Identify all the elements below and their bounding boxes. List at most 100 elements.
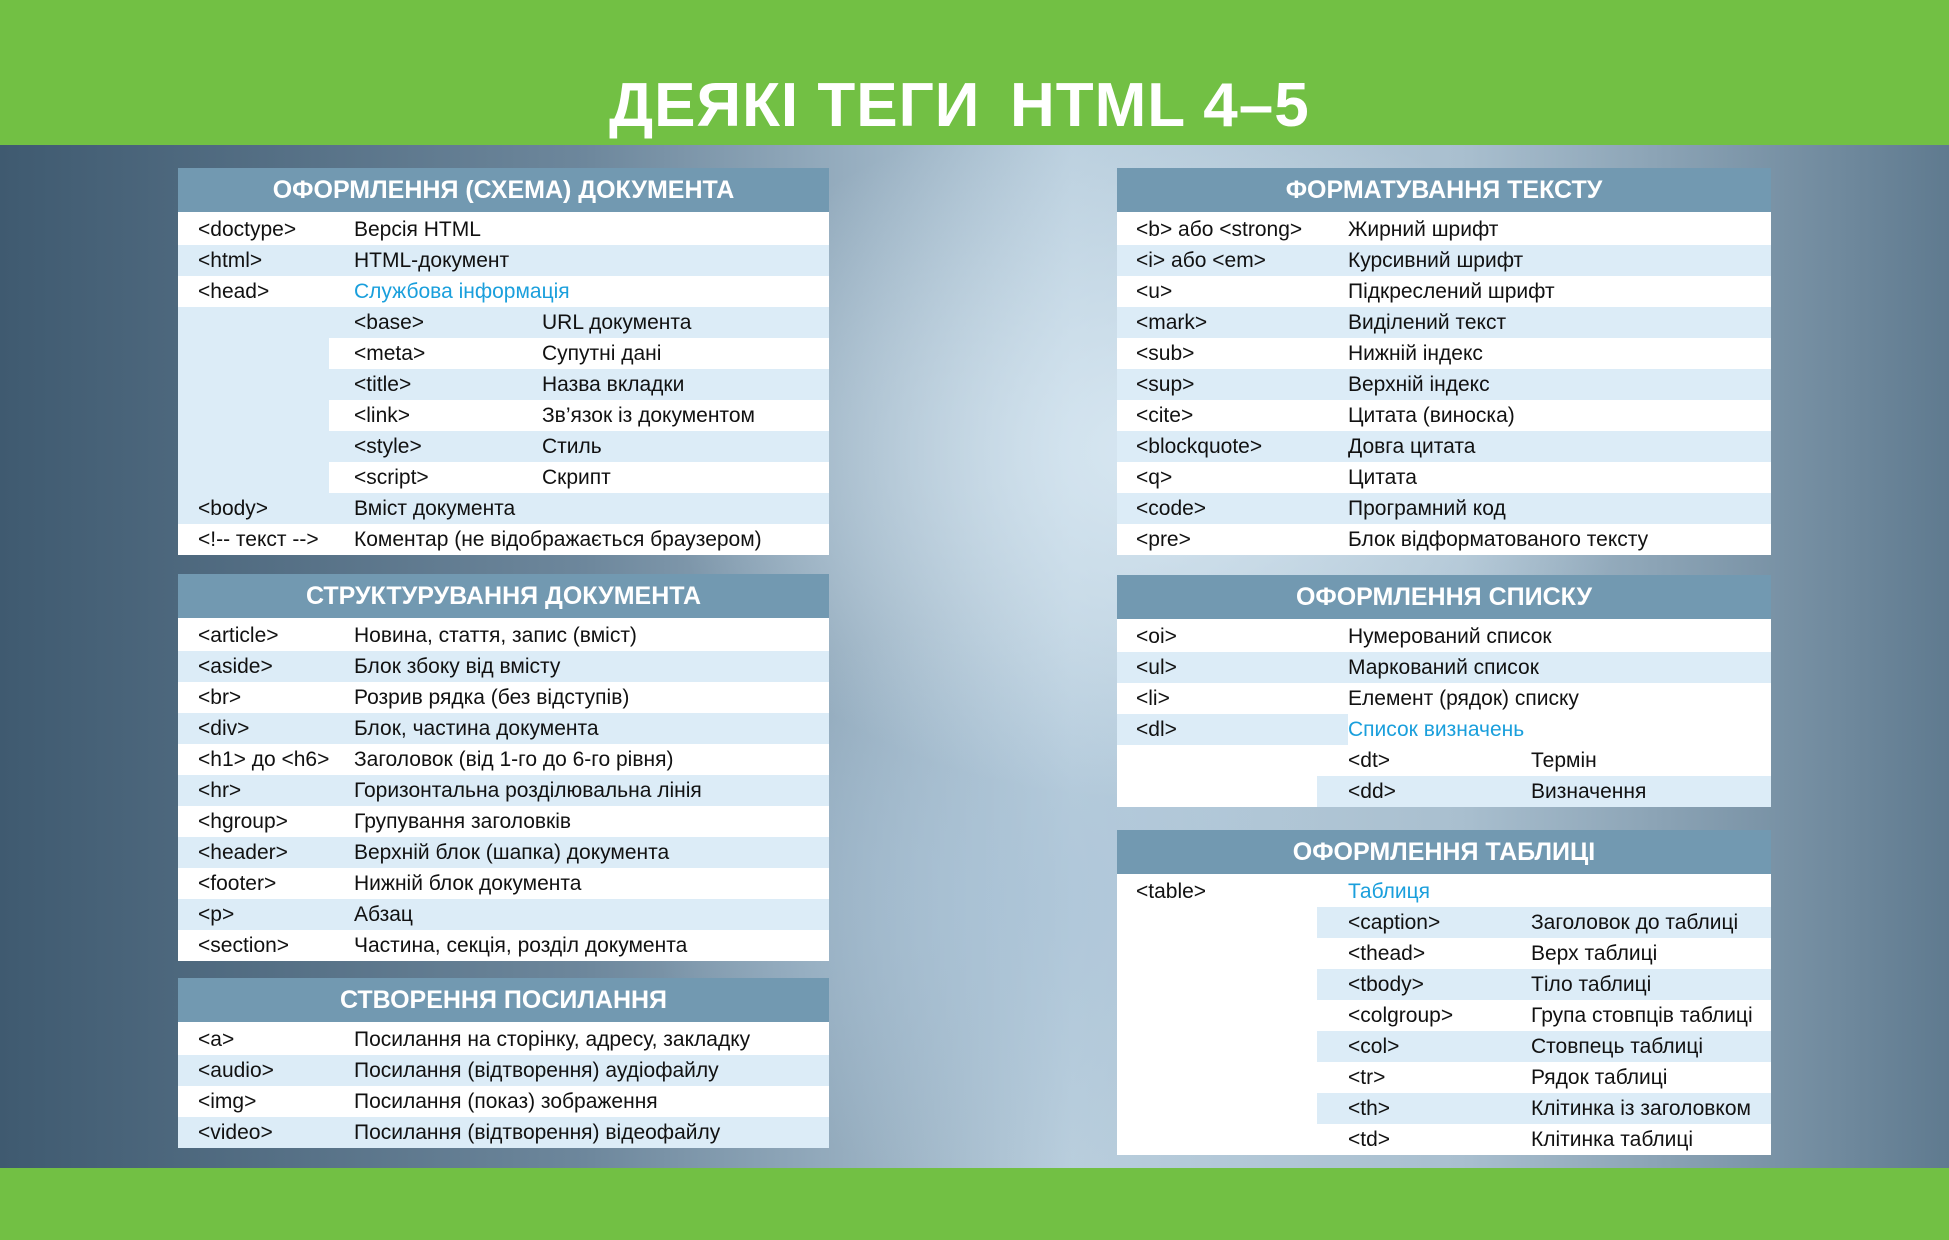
nested-table-row: <meta> Супутні дані bbox=[329, 338, 829, 369]
tag-name: <doctype> bbox=[198, 218, 297, 241]
tag-description: Стиль bbox=[542, 435, 602, 458]
table-row: <blockquote> Довга цитата bbox=[1117, 431, 1771, 462]
tag-name: <video> bbox=[198, 1121, 273, 1144]
table-row: <footer> Нижній блок документа bbox=[178, 868, 829, 899]
tag-name: <script> bbox=[354, 466, 429, 489]
tag-description: Посилання (показ) зображення bbox=[354, 1090, 658, 1113]
table-row: <i> або <em> Курсивний шрифт bbox=[1117, 245, 1771, 276]
tag-name: <code> bbox=[1136, 497, 1207, 520]
tag-name: <ul> bbox=[1136, 656, 1177, 679]
tag-description: Нижній блок документа bbox=[354, 872, 582, 895]
tag-description: Посилання на сторінку, адресу, закладку bbox=[354, 1028, 751, 1051]
tag-name: <b> або <strong> bbox=[1136, 218, 1303, 241]
table-row: <sub> Нижній індекс bbox=[1117, 338, 1771, 369]
tag-description: Нумерований список bbox=[1348, 625, 1552, 648]
table-row: <!-- текст --> Коментар (не відображаєтьс… bbox=[178, 524, 829, 555]
tag-description: Стовпець таблиці bbox=[1531, 1035, 1704, 1058]
nested-table-row: <style> Стиль bbox=[329, 431, 829, 462]
tag-name: <h1> до <h6> bbox=[198, 748, 330, 771]
reference-section: ОФОРМЛЕННЯ (СХЕМА) ДОКУМЕНТА <doctype> Вер… bbox=[178, 168, 829, 555]
tag-description: Цитата bbox=[1348, 466, 1417, 489]
table-row-group-head: <table> Таблиця bbox=[1117, 876, 1771, 907]
tag-description: Нижній індекс bbox=[1348, 342, 1483, 365]
tag-description: Вміст документа bbox=[354, 497, 516, 520]
table-row: <ul> Маркований список bbox=[1117, 652, 1771, 683]
tag-name: <mark> bbox=[1136, 311, 1208, 334]
page-title-version: HTML 4–5 bbox=[1010, 71, 1310, 140]
tag-description: Цитата (виноска) bbox=[1348, 404, 1515, 427]
tag-description: Термін bbox=[1531, 749, 1597, 772]
tag-name: <dt> bbox=[1348, 749, 1391, 772]
tag-name: <div> bbox=[198, 717, 250, 740]
table-row: <div> Блок, частина документа bbox=[178, 713, 829, 744]
tag-name: <oi> bbox=[1136, 625, 1177, 648]
table-row: <article> Новина, стаття, запис (вміст) bbox=[178, 620, 829, 651]
tag-description: Виділений текст bbox=[1348, 311, 1507, 334]
table-row: <doctype> Версія HTML bbox=[178, 214, 829, 245]
tag-description: Блок збоку від вмісту bbox=[354, 655, 561, 678]
table-row: <mark> Виділений текст bbox=[1117, 307, 1771, 338]
nested-table-row: <caption> Заголовок до таблиці bbox=[1317, 907, 1771, 938]
tag-name: <pre> bbox=[1136, 528, 1191, 551]
tag-description: Курсивний шрифт bbox=[1348, 249, 1524, 272]
tag-name: <col> bbox=[1348, 1035, 1400, 1058]
tag-description: Підкреслений шрифт bbox=[1348, 280, 1555, 303]
nested-table-row: <tbody> Тіло таблиці bbox=[1317, 969, 1771, 1000]
tag-description: Групування заголовків bbox=[354, 810, 572, 833]
group-indent bbox=[1117, 907, 1317, 1155]
section-header: СТРУКТУРУВАННЯ ДОКУМЕНТА bbox=[178, 574, 829, 618]
tag-name: <meta> bbox=[354, 342, 426, 365]
reference-section: ОФОРМЛЕННЯ ТАБЛИЦІ <table> Таблиця <caption… bbox=[1117, 830, 1771, 1155]
table-row: <img> Посилання (показ) зображення bbox=[178, 1086, 829, 1117]
tag-description: Посилання (відтворення) аудіофайлу bbox=[354, 1059, 719, 1082]
tag-description: Список визначень bbox=[1348, 718, 1525, 741]
tag-name: <cite> bbox=[1136, 404, 1194, 427]
tag-name: <html> bbox=[198, 249, 263, 272]
tag-description: Верхній індекс bbox=[1348, 373, 1490, 396]
tag-description: Розрив рядка (без відступів) bbox=[354, 686, 630, 709]
section-header: ФОРМАТУВАННЯ ТЕКСТУ bbox=[1117, 168, 1771, 212]
table-row: <section> Частина, секція, розділ докумен… bbox=[178, 930, 829, 961]
tag-description: Версія HTML bbox=[354, 218, 481, 241]
tag-description: Зв’язок із документом bbox=[542, 404, 755, 427]
table-row: <cite> Цитата (виноска) bbox=[1117, 400, 1771, 431]
tag-name: <hr> bbox=[198, 779, 242, 802]
tag-name: <sub> bbox=[1136, 342, 1195, 365]
tag-description: Абзац bbox=[354, 903, 413, 926]
tag-description: Верх таблиці bbox=[1531, 942, 1658, 965]
nested-table-row: <td> Клітинка таблиці bbox=[1317, 1124, 1771, 1155]
tag-name: <a> bbox=[198, 1028, 235, 1051]
tag-description: Жирний шрифт bbox=[1348, 218, 1499, 241]
table-row: <audio> Посилання (відтворення) аудіофайл… bbox=[178, 1055, 829, 1086]
section-header: ОФОРМЛЕННЯ (СХЕМА) ДОКУМЕНТА bbox=[178, 168, 829, 212]
tag-name: <base> bbox=[354, 311, 425, 334]
tag-description: Заголовок (від 1-го до 6-го рівня) bbox=[354, 748, 674, 771]
tag-description: Горизонтальна розділювальна лінія bbox=[354, 779, 702, 802]
tag-name: <tr> bbox=[1348, 1066, 1386, 1089]
tag-name: <p> bbox=[198, 903, 235, 926]
tag-description: Службова інформація bbox=[354, 280, 570, 303]
tag-name: <br> bbox=[198, 686, 242, 709]
tag-description: HTML-документ bbox=[354, 249, 510, 272]
nested-tag-group: <caption> Заголовок до таблиці <thead> Верх… bbox=[1117, 907, 1771, 1155]
tag-name: <header> bbox=[198, 841, 288, 864]
table-row: <b> або <strong> Жирний шрифт bbox=[1117, 214, 1771, 245]
section-header: ОФОРМЛЕННЯ ТАБЛИЦІ bbox=[1117, 830, 1771, 874]
tag-name: <link> bbox=[354, 404, 411, 427]
tag-description: Маркований список bbox=[1348, 656, 1539, 679]
tag-name: <colgroup> bbox=[1348, 1004, 1454, 1027]
tag-name: <sup> bbox=[1136, 373, 1195, 396]
table-row: <pre> Блок відформатованого тексту bbox=[1117, 524, 1771, 555]
tag-name: <li> bbox=[1136, 687, 1170, 710]
tag-name: <dd> bbox=[1348, 780, 1396, 803]
table-row: <html> HTML-документ bbox=[178, 245, 829, 276]
tag-name: <table> bbox=[1136, 880, 1207, 903]
table-row: <oi> Нумерований список bbox=[1117, 621, 1771, 652]
section-header: ОФОРМЛЕННЯ СПИСКУ bbox=[1117, 575, 1771, 619]
tag-description: Довга цитата bbox=[1348, 435, 1476, 458]
table-row: <video> Посилання (відтворення) відеофайл… bbox=[178, 1117, 829, 1148]
tag-description: Клітинка таблиці bbox=[1531, 1128, 1694, 1151]
tag-name: <u> bbox=[1136, 280, 1173, 303]
table-row: <a> Посилання на сторінку, адресу, заклад… bbox=[178, 1024, 829, 1055]
table-row-group-head: <head> Службова інформація bbox=[178, 276, 829, 307]
